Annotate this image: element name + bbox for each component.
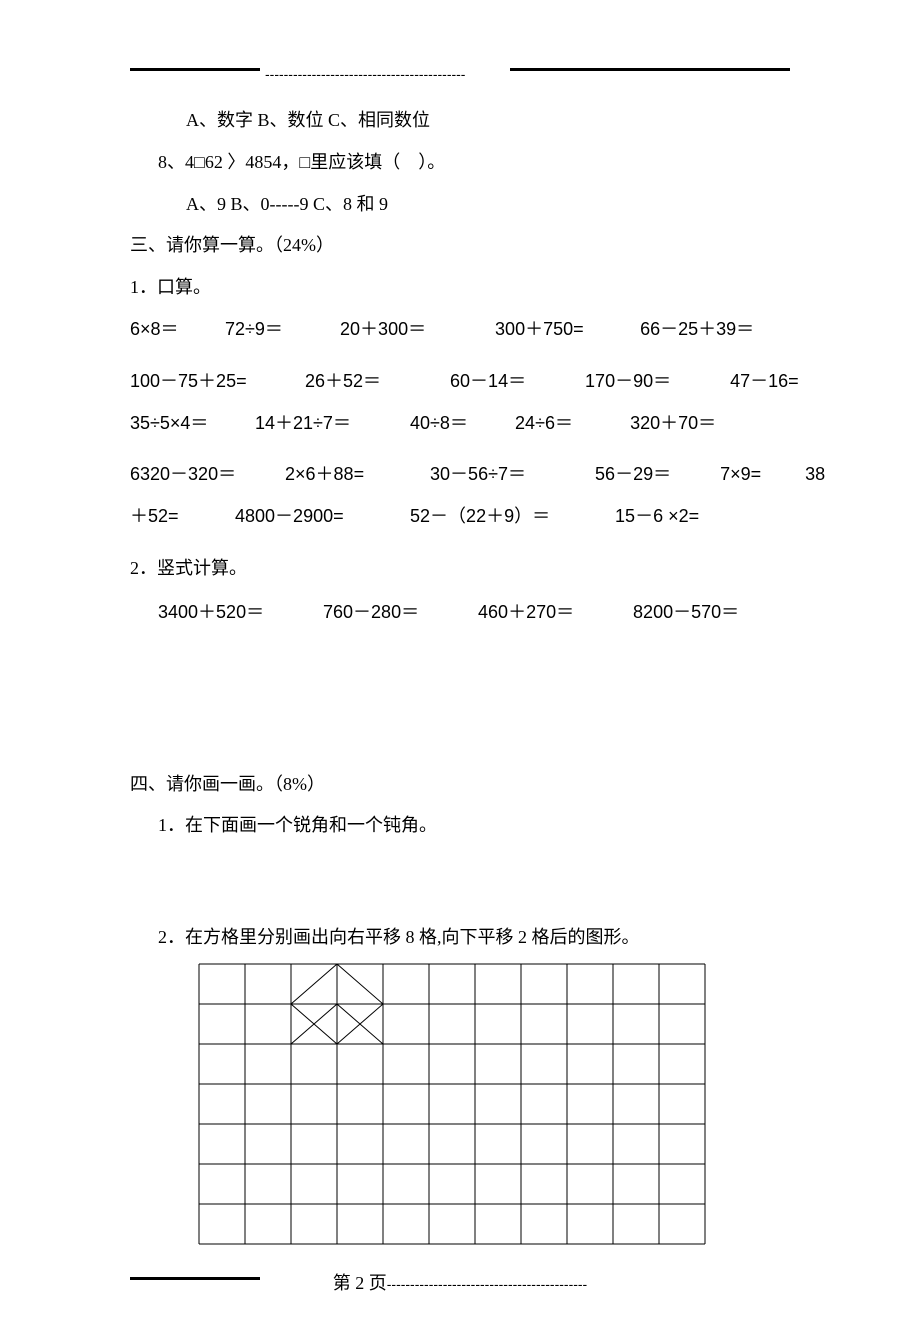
q8-option-c: C、8 和 9 bbox=[313, 194, 388, 214]
footer-rule-left bbox=[130, 1277, 260, 1280]
expr: 26＋52＝ bbox=[305, 363, 445, 401]
expr: 14＋21÷7＝ bbox=[255, 405, 405, 443]
q8-option-b: B、0-----9 bbox=[231, 194, 309, 214]
expr: 52－（22＋9）＝ bbox=[410, 498, 610, 536]
section4-sub2: 2．在方格里分别画出向右平移 8 格,向下平移 2 格后的图形。 bbox=[130, 919, 790, 957]
expr: 60－14＝ bbox=[450, 363, 580, 401]
expr: 2×6＋88= bbox=[285, 456, 425, 494]
calc-row-2: 100－75＋25= 26＋52＝ 60－14＝ 170－90＝ 47－16= bbox=[130, 363, 790, 401]
calc-row-4a: 6320－320＝ 2×6＋88= 30－56÷7＝ 56－29＝ 7×9= 3… bbox=[130, 456, 790, 494]
expr: 35÷5×4＝ bbox=[130, 405, 250, 443]
expr: 4800－2900= bbox=[235, 498, 405, 536]
expr: 47－16= bbox=[730, 363, 799, 401]
expr: 15－6 ×2= bbox=[615, 498, 699, 536]
section3-sub1: 1．口算。 bbox=[130, 269, 790, 307]
expr: 56－29＝ bbox=[595, 456, 715, 494]
expr: 24÷6＝ bbox=[515, 405, 625, 443]
section4-title: 四、请你画一画。（8%） bbox=[130, 766, 790, 804]
expr: 30－56÷7＝ bbox=[430, 456, 590, 494]
expr: 170－90＝ bbox=[585, 363, 725, 401]
vertical-calc-space bbox=[130, 636, 790, 766]
q7-option-c: C、相同数位 bbox=[328, 110, 430, 130]
expr: 38 bbox=[805, 456, 825, 494]
expr: 320＋70＝ bbox=[630, 405, 716, 443]
calc-row-4b: ＋52= 4800－2900= 52－（22＋9）＝ 15－6 ×2= bbox=[130, 498, 790, 536]
section3-title: 三、请你算一算。（24%） bbox=[130, 227, 790, 265]
expr: 300＋750= bbox=[495, 311, 635, 349]
expr: 66－25＋39＝ bbox=[640, 311, 754, 349]
expr: 460＋270＝ bbox=[478, 594, 628, 632]
q8-options: A、9 B、0-----9 C、8 和 9 bbox=[130, 186, 790, 224]
translation-grid bbox=[198, 963, 706, 1245]
expr: 6320－320＝ bbox=[130, 456, 280, 494]
expr: 3400＋520＝ bbox=[158, 594, 318, 632]
expr: 100－75＋25= bbox=[130, 363, 300, 401]
header-dashes: ----------------------------------------… bbox=[265, 60, 465, 89]
expr: 20＋300＝ bbox=[340, 311, 490, 349]
footer-dashes: ----------------------------------------… bbox=[387, 1276, 587, 1292]
drawing-space bbox=[130, 849, 790, 919]
expr: ＋52= bbox=[130, 498, 230, 536]
section4-sub1: 1．在下面画一个锐角和一个钝角。 bbox=[130, 807, 790, 845]
expr: 6×8＝ bbox=[130, 311, 220, 349]
q8-stem: 8、4□62 〉4854，□里应该填（ ）。 bbox=[130, 144, 790, 182]
q7-option-b: B、数位 bbox=[258, 110, 324, 130]
calc-row-5: 3400＋520＝ 760－280＝ 460＋270＝ 8200－570＝ bbox=[130, 594, 790, 632]
page: ----------------------------------------… bbox=[0, 0, 920, 1335]
calc-row-1: 6×8＝ 72÷9＝ 20＋300＝ 300＋750= 66－25＋39＝ bbox=[130, 311, 790, 349]
section3-sub2: 2．竖式计算。 bbox=[130, 550, 790, 588]
q7-option-a: A、数字 bbox=[186, 110, 253, 130]
header-rule: ----------------------------------------… bbox=[130, 60, 790, 84]
expr: 8200－570＝ bbox=[633, 594, 739, 632]
q8-option-a: A、9 bbox=[186, 194, 226, 214]
q7-options: A、数字 B、数位 C、相同数位 bbox=[130, 102, 790, 140]
grid-container bbox=[198, 963, 790, 1245]
footer-rule: 第 2 页-----------------------------------… bbox=[130, 1265, 790, 1295]
expr: 40÷8＝ bbox=[410, 405, 510, 443]
calc-row-3: 35÷5×4＝ 14＋21÷7＝ 40÷8＝ 24÷6＝ 320＋70＝ bbox=[130, 405, 790, 443]
header-rule-right bbox=[510, 68, 790, 71]
expr: 7×9= bbox=[720, 456, 800, 494]
page-number: 第 2 页 bbox=[333, 1273, 387, 1293]
header-rule-left bbox=[130, 68, 260, 71]
expr: 72÷9＝ bbox=[225, 311, 335, 349]
expr: 760－280＝ bbox=[323, 594, 473, 632]
